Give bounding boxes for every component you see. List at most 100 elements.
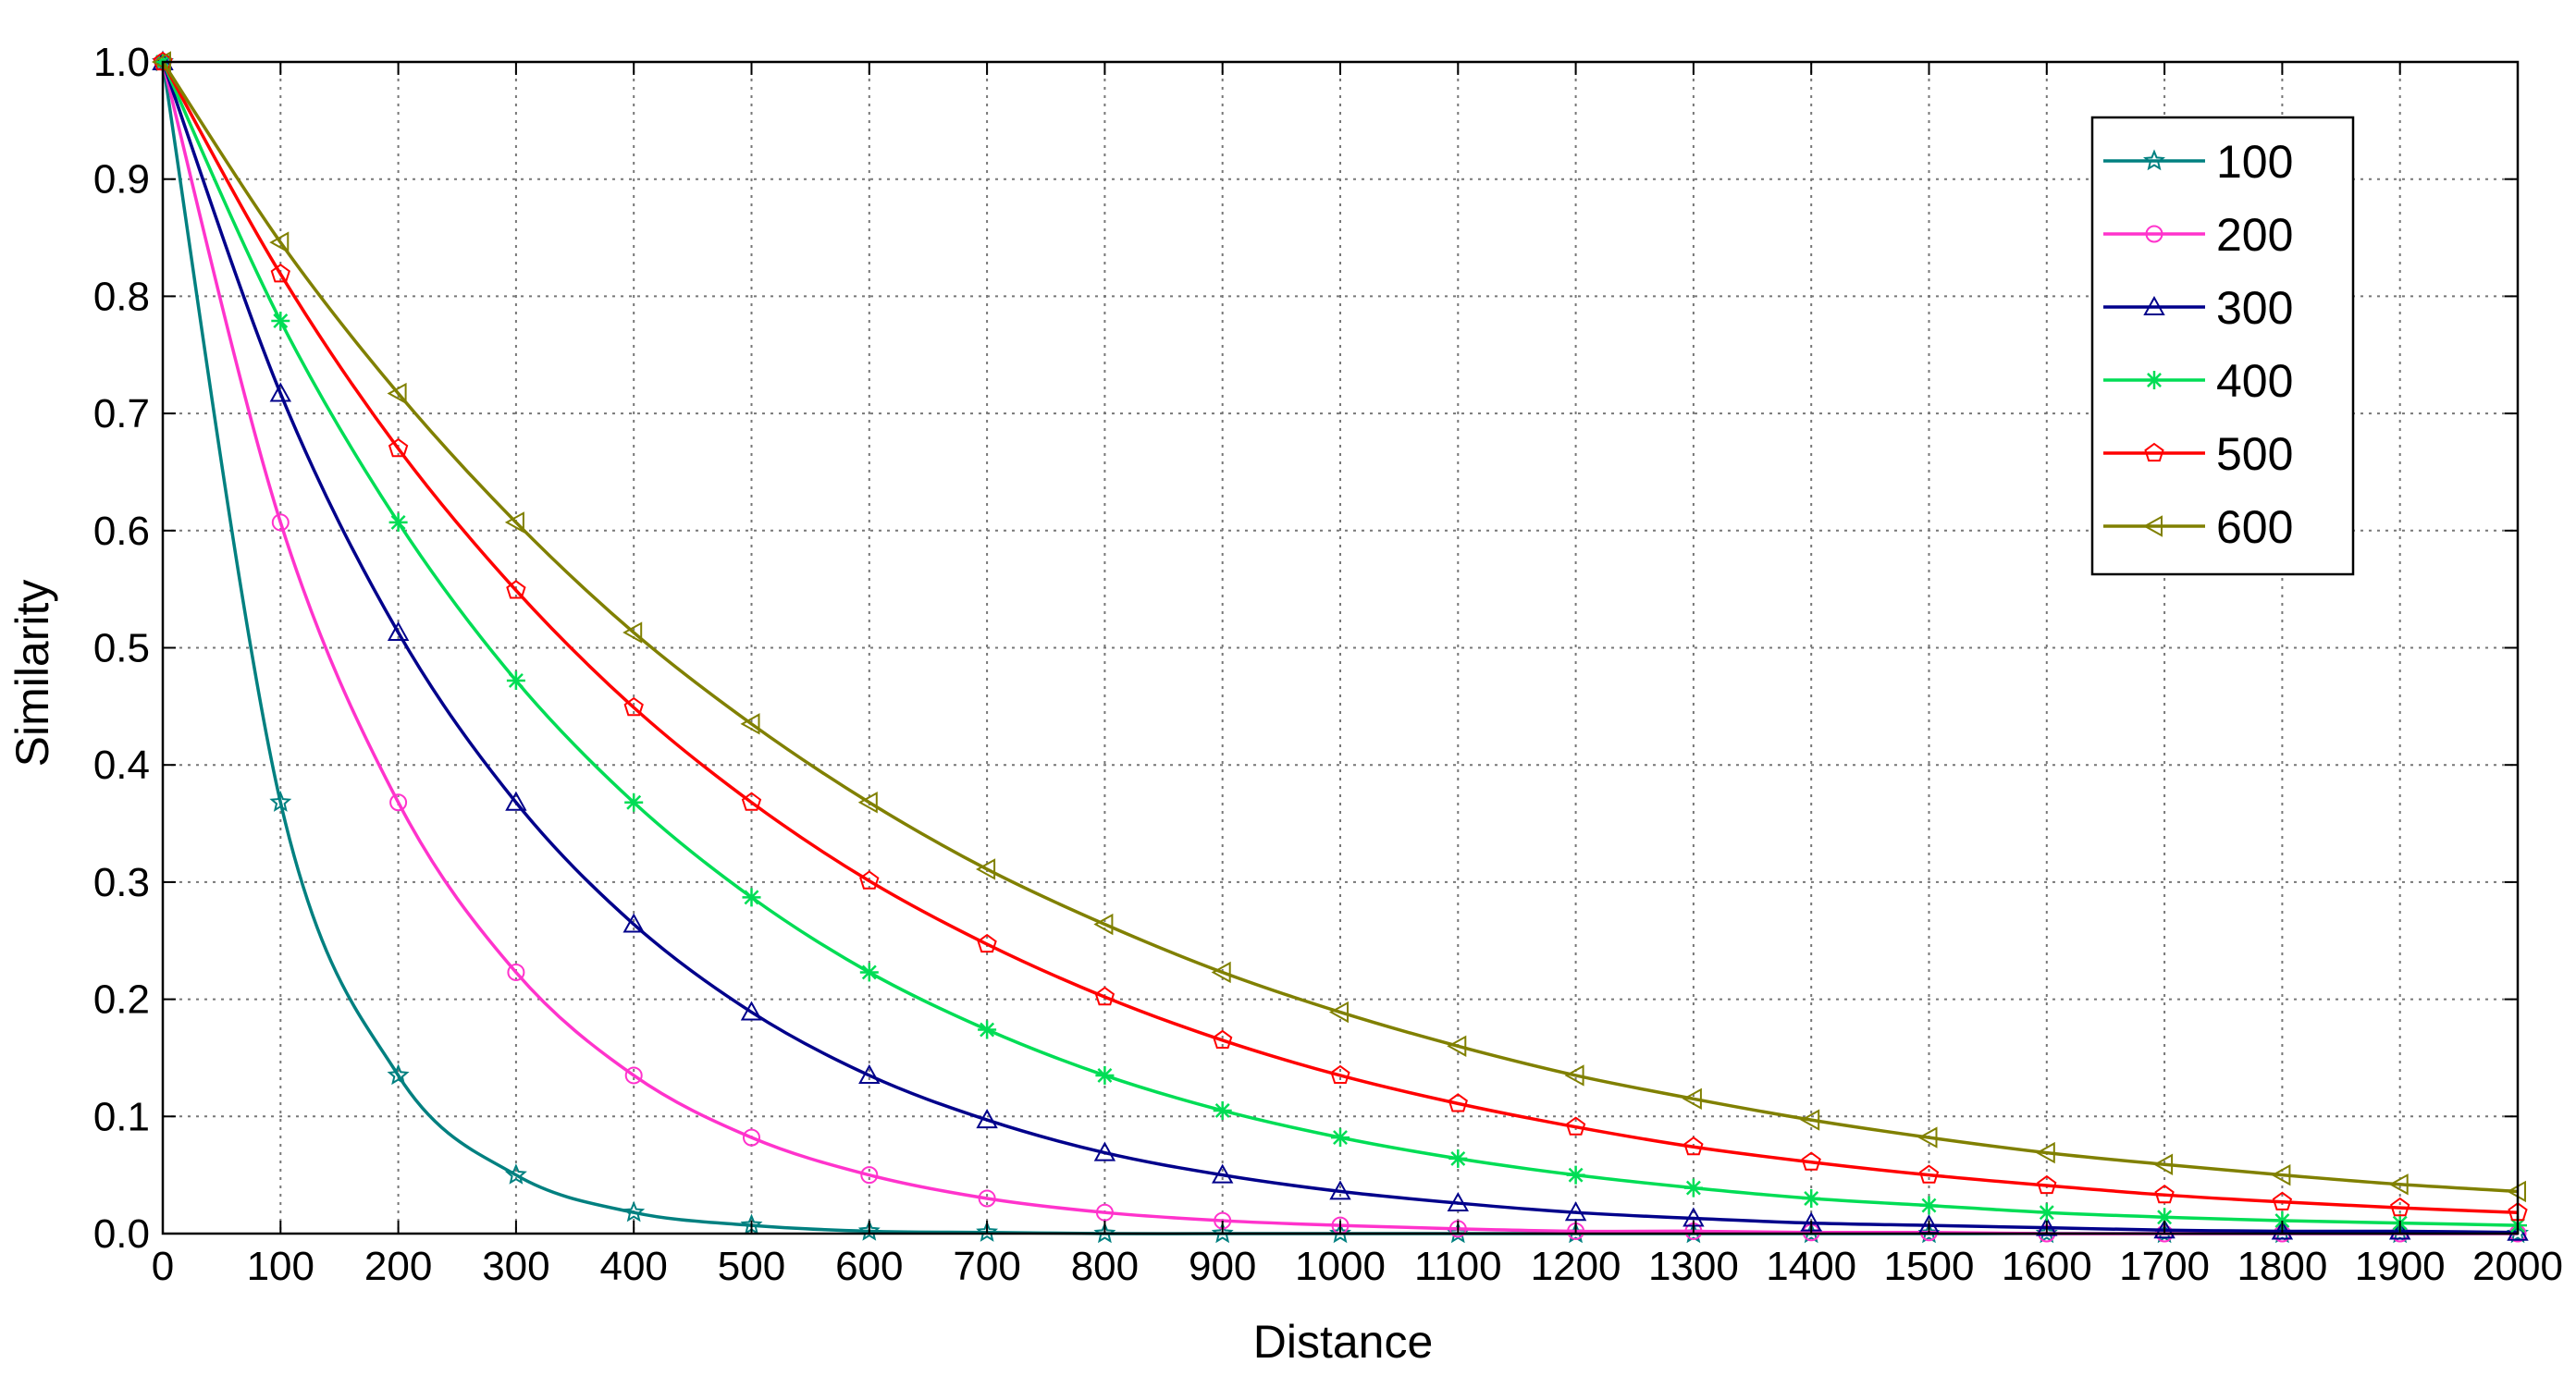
x-tick-label: 200 xyxy=(364,1244,432,1289)
marker-asterisk-stroke xyxy=(861,964,877,980)
legend-label: 200 xyxy=(2216,209,2293,261)
x-tick-label: 1000 xyxy=(1295,1244,1386,1289)
x-tick-label: 400 xyxy=(599,1244,667,1289)
marker-asterisk xyxy=(2037,1203,2056,1222)
x-tick-label: 1900 xyxy=(2355,1244,2446,1289)
marker-triangle-left xyxy=(2035,1141,2055,1164)
marker-circle xyxy=(507,963,525,981)
x-tick-label: 1100 xyxy=(1414,1244,1502,1289)
marker-pentagon xyxy=(1448,1093,1468,1112)
marker-triangle-left xyxy=(2271,1163,2291,1186)
marker-triangle xyxy=(1447,1191,1469,1212)
x-tick-label: 700 xyxy=(953,1244,1020,1289)
marker-asterisk-stroke xyxy=(1568,1167,1584,1183)
marker-star xyxy=(857,1219,881,1241)
marker-triangle-left xyxy=(740,713,760,735)
marker-triangle xyxy=(269,382,291,402)
marker-asterisk-stroke xyxy=(1685,1180,1701,1196)
marker-triangle-left xyxy=(1447,1035,1467,1057)
marker-asterisk xyxy=(1213,1100,1232,1120)
marker-triangle xyxy=(1564,1201,1587,1222)
y-axis-label: Similarity xyxy=(6,580,58,768)
marker-asterisk xyxy=(1566,1165,1585,1185)
marker-pentagon xyxy=(1330,1064,1350,1084)
marker-triangle xyxy=(2153,1219,2175,1239)
marker-pentagon xyxy=(1565,1116,1586,1136)
marker-star xyxy=(622,1200,646,1222)
y-tick-label: 0.5 xyxy=(93,626,150,671)
marker-asterisk xyxy=(859,963,879,982)
marker-asterisk-stroke xyxy=(1921,1198,1937,1213)
marker-circle xyxy=(743,1128,760,1147)
marker-asterisk xyxy=(742,888,761,907)
marker-triangle xyxy=(976,1109,998,1129)
series-500 xyxy=(153,51,2528,1222)
y-tick-label: 0.6 xyxy=(93,509,150,554)
marker-asterisk xyxy=(1331,1128,1350,1148)
series-300 xyxy=(152,50,2529,1241)
marker-pentagon xyxy=(2272,1191,2293,1210)
marker-star xyxy=(1211,1222,1234,1244)
marker-triangle xyxy=(2389,1220,2411,1240)
y-tick-label: 0.2 xyxy=(93,977,150,1023)
marker-asterisk-stroke xyxy=(1333,1130,1348,1146)
legend-entry-300: 300 xyxy=(2103,282,2293,334)
marker-star xyxy=(1093,1222,1116,1244)
legend-label: 500 xyxy=(2216,428,2293,480)
marker-pentagon xyxy=(977,933,997,953)
marker-asterisk-stroke xyxy=(1097,1068,1113,1083)
marker-star xyxy=(504,1163,527,1185)
marker-asterisk-stroke xyxy=(1214,1103,1230,1118)
marker-star xyxy=(976,1221,999,1242)
marker-triangle xyxy=(740,1001,763,1021)
marker-pentagon xyxy=(1213,1029,1233,1049)
x-tick-label: 1300 xyxy=(1648,1244,1739,1289)
x-tick-label: 600 xyxy=(835,1244,903,1289)
marker-triangle xyxy=(2271,1220,2294,1240)
series-line-300 xyxy=(161,61,2519,1235)
marker-triangle xyxy=(622,913,645,933)
marker-asterisk xyxy=(506,670,525,690)
marker-triangle xyxy=(1329,1180,1351,1200)
legend-entry-400: 400 xyxy=(2103,355,2293,407)
marker-triangle-left xyxy=(387,382,407,405)
marker-triangle-left xyxy=(2388,1173,2409,1196)
y-tick-label: 0.1 xyxy=(93,1094,150,1139)
marker-pentagon xyxy=(506,580,526,599)
marker-star xyxy=(269,791,292,812)
marker-triangle-left xyxy=(1682,1087,1702,1110)
marker-asterisk-stroke xyxy=(390,514,406,530)
marker-asterisk-stroke xyxy=(273,313,289,328)
marker-asterisk-stroke xyxy=(744,890,759,905)
marker-asterisk xyxy=(2155,1208,2175,1227)
marker-asterisk-stroke xyxy=(1804,1191,1819,1206)
marker-circle xyxy=(389,793,408,812)
marker-pentagon xyxy=(859,870,880,890)
x-tick-label: 1200 xyxy=(1531,1244,1621,1289)
x-tick-label: 800 xyxy=(1071,1244,1139,1289)
marker-triangle-left xyxy=(2153,1153,2174,1175)
x-tick-label: 1700 xyxy=(2119,1244,2210,1289)
marker-asterisk xyxy=(1919,1196,1939,1215)
marker-asterisk-stroke xyxy=(980,1022,995,1038)
marker-pentagon xyxy=(388,437,409,458)
x-axis-label: Distance xyxy=(1253,1316,1434,1368)
marker-pentagon xyxy=(741,792,762,811)
marker-triangle-left xyxy=(1093,913,1114,936)
marker-asterisk xyxy=(978,1020,997,1039)
marker-pentagon xyxy=(1683,1136,1704,1156)
marker-circle xyxy=(978,1189,996,1208)
marker-pentagon xyxy=(623,696,644,717)
x-tick-label: 1800 xyxy=(2237,1244,2327,1289)
x-tick-label: 2000 xyxy=(2472,1244,2563,1289)
series-400 xyxy=(154,53,2527,1235)
marker-triangle-left xyxy=(1328,1001,1349,1024)
x-tick-label: 500 xyxy=(718,1244,785,1289)
marker-triangle xyxy=(2143,295,2165,315)
x-tick-label: 1400 xyxy=(1766,1244,1856,1289)
y-tick-label: 0.4 xyxy=(93,743,150,788)
marker-triangle xyxy=(1093,1141,1116,1161)
marker-pentagon xyxy=(2144,442,2164,462)
marker-star xyxy=(387,1063,410,1086)
marker-asterisk xyxy=(388,512,408,532)
